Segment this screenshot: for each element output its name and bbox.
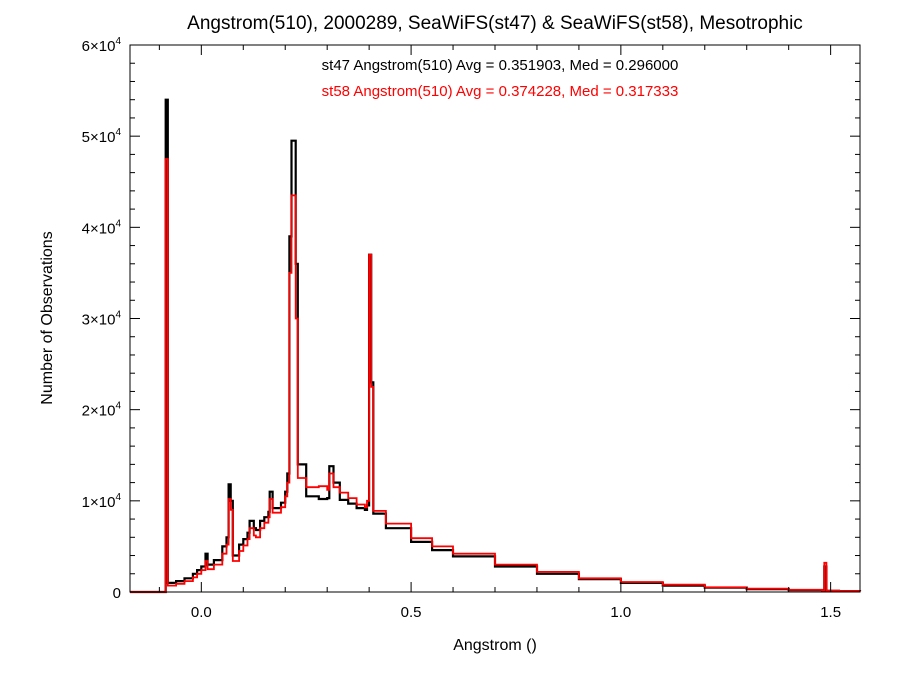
x-tick-label-0: 0.0 [191, 604, 212, 621]
y-tick-label-5: 5×104 [82, 127, 122, 146]
chart-title: Angstrom(510), 2000289, SeaWiFS(st47) & … [187, 13, 803, 34]
plot-frame [129, 44, 861, 593]
y-tick-label-4: 4×104 [82, 218, 122, 237]
annotations-layer: st47 Angstrom(510) Avg = 0.351903, Med =… [322, 57, 679, 100]
x-tick-label-1: 0.5 [401, 604, 422, 621]
y-tick-label-2: 2×104 [82, 401, 122, 420]
series-layer [130, 98, 862, 594]
stats-annotation-0: st47 Angstrom(510) Avg = 0.351903, Med =… [322, 57, 679, 74]
series-line-0 [130, 98, 862, 594]
y-axis-label: Number of Observations [39, 231, 56, 404]
ticks-layer: 0.0 0.5 1.0 1.5 0 1×104 2×104 3×104 4×104 5×104 6×… [82, 36, 860, 621]
stats-annotation-1: st58 Angstrom(510) Avg = 0.374228, Med =… [322, 83, 679, 100]
x-axis-label: Angstrom () [453, 637, 537, 654]
y-tick-label-1: 1×104 [82, 492, 122, 511]
y-tick-label-6: 6×104 [82, 36, 122, 55]
series-line-1 [130, 158, 861, 593]
x-tick-label-2: 1.0 [610, 604, 631, 621]
y-tick-label-0: 0 [113, 585, 121, 602]
x-tick-label-3: 1.5 [820, 604, 841, 621]
y-tick-label-3: 3×104 [82, 310, 122, 329]
